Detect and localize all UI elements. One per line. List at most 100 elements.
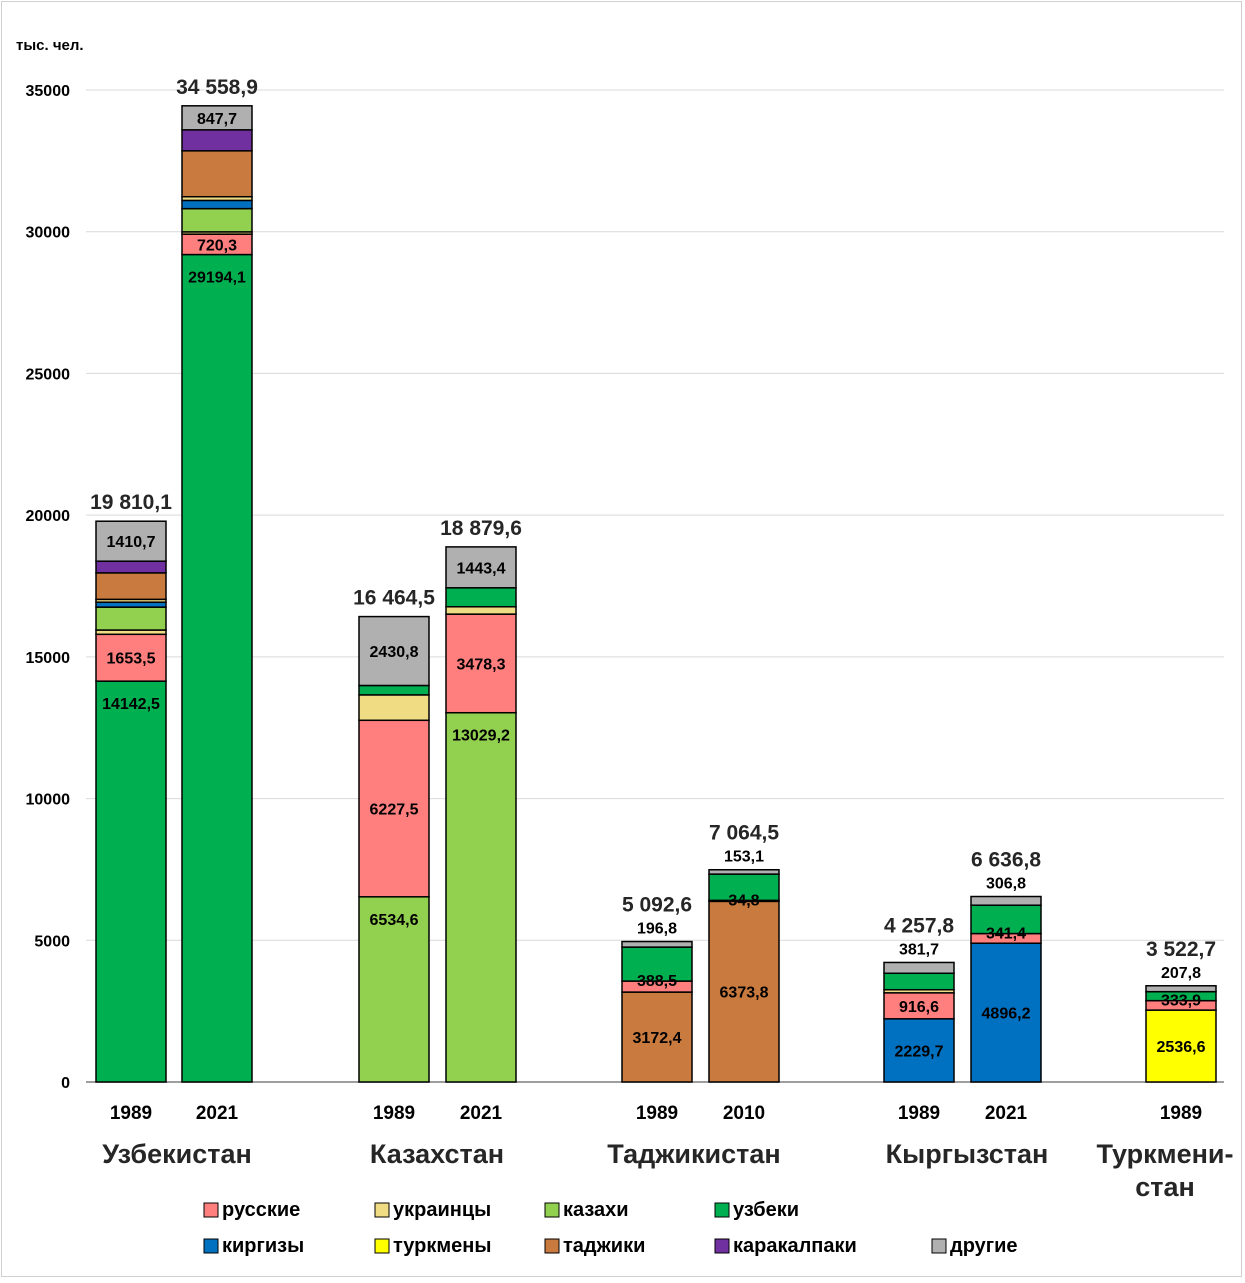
bar-segment-others — [708, 868, 780, 875]
bar-segment-tajiks — [181, 150, 253, 198]
bar-segment-kyrgyz — [970, 942, 1042, 1083]
y-tick-label: 30000 — [26, 225, 71, 242]
x-year-label: 1989 — [898, 1103, 940, 1124]
y-tick-label: 20000 — [26, 508, 71, 525]
bar-total-label: 5 092,6 — [622, 894, 692, 917]
bar-segment-tajiks — [621, 991, 693, 1083]
data-label-tajiks: 3172,4 — [633, 1030, 682, 1047]
bar-segment-kyrgyz — [883, 1018, 955, 1083]
bar-segment-ukrainians — [358, 694, 430, 722]
bar-segment-others — [1145, 985, 1217, 993]
bar-total-label: 7 064,5 — [709, 822, 779, 845]
bar-segment-others — [883, 961, 955, 975]
legend-label-karakalpaks: каракалпаки — [733, 1235, 857, 1257]
bar-segment-karakalpaks — [181, 129, 253, 152]
x-year-label: 1989 — [636, 1103, 678, 1124]
bar-segment-kazakhs — [358, 896, 430, 1083]
bar-segment-kazakhs — [181, 207, 253, 233]
legend-label-kazakhs: казахи — [563, 1199, 629, 1221]
bar-total-label: 3 522,7 — [1146, 938, 1216, 961]
data-label-russians: 333,9 — [1161, 993, 1201, 1010]
data-label-others: 153,1 — [724, 849, 764, 866]
x-year-label: 1989 — [110, 1103, 152, 1124]
data-label-others: 847,7 — [197, 111, 237, 128]
data-label-turkmens: 2536,6 — [1157, 1039, 1206, 1056]
y-tick-label: 25000 — [26, 366, 71, 383]
legend-swatch-karakalpaks — [714, 1238, 730, 1254]
data-label-kazakhs: 6534,6 — [370, 912, 419, 929]
legend-swatch-others — [931, 1238, 947, 1254]
legend-swatch-ukrainians — [374, 1202, 390, 1218]
bar-segment-kyrgyz — [181, 199, 253, 210]
data-label-others: 196,8 — [637, 921, 677, 938]
bar-segment-others — [358, 615, 430, 687]
data-label-others: 207,8 — [1161, 965, 1201, 982]
country-label: Узбекистан — [102, 1139, 252, 1169]
legend: русские украинцы казахи узбеки киргизы туркме… — [203, 1199, 1018, 1257]
data-label-kyrgyz: 4896,2 — [982, 1006, 1031, 1023]
x-year-label: 2021 — [196, 1103, 239, 1124]
data-label-kazakhs: 13029,2 — [452, 728, 510, 745]
data-label-russians: 3478,3 — [457, 656, 506, 673]
bar-segment-karakalpaks — [95, 560, 167, 574]
data-label-uzbeks: 29194,1 — [188, 270, 246, 287]
legend-label-russians: русские — [222, 1199, 300, 1221]
legend-swatch-kazakhs — [544, 1202, 560, 1218]
bar-segment-ukrainians — [445, 606, 517, 615]
y-axis: 0 5000 10000 15000 20000 25000 30000 35000 — [26, 83, 71, 1092]
legend-label-turkmens: туркмены — [393, 1235, 491, 1257]
legend-label-uzbeks: узбеки — [733, 1199, 799, 1221]
data-label-russians: 388,5 — [637, 973, 677, 990]
legend-label-others: другие — [950, 1235, 1018, 1257]
y-tick-label: 35000 — [26, 83, 71, 100]
data-label-others: 381,7 — [899, 941, 939, 958]
x-axis: 1989 2021 Узбекистан 1989 2021 Казахстан 1989 2… — [102, 1103, 1233, 1202]
x-year-label: 2021 — [460, 1103, 503, 1124]
legend-swatch-turkmens — [374, 1238, 390, 1254]
legend-label-tajiks: таджики — [563, 1235, 645, 1257]
country-label: Кыргызстан — [886, 1139, 1049, 1169]
bar-segment-tajiks — [95, 572, 167, 601]
bar-segment-uzbeks — [358, 684, 430, 696]
country-label: Таджикистан — [607, 1139, 780, 1169]
bar-segment-russians — [358, 719, 430, 898]
data-label-uzbeks: 14142,5 — [102, 696, 160, 713]
bar-total-label: 19 810,1 — [90, 491, 172, 514]
legend-label-ukrainians: украинцы — [393, 1199, 491, 1221]
legend-swatch-kyrgyz — [203, 1238, 219, 1254]
data-label-russians: 720,3 — [197, 237, 237, 254]
bar-segment-uzbeks — [708, 873, 780, 902]
x-year-label: 2010 — [723, 1103, 765, 1124]
data-label-tajiks: 6373,8 — [720, 985, 769, 1002]
data-label-others: 1410,7 — [107, 534, 156, 551]
data-label-others: 2430,8 — [370, 644, 419, 661]
bar-segment-kazakhs — [445, 711, 517, 1083]
bar-segment-uzbeks — [445, 587, 517, 608]
bar-segment-uzbeks — [883, 972, 955, 991]
bar-segment-russians — [883, 992, 955, 1020]
data-label-russians: 6227,5 — [370, 802, 419, 819]
bar-segment-others — [95, 520, 167, 562]
bar-segment-others — [621, 940, 693, 948]
bar-segment-russians — [95, 633, 167, 682]
gridlines — [86, 89, 1224, 1083]
data-label-russians: 1653,5 — [107, 651, 156, 668]
data-label-others: 306,8 — [986, 876, 1026, 893]
x-year-label: 1989 — [373, 1103, 415, 1124]
bar-total-label: 18 879,6 — [440, 517, 522, 540]
bar-segment-uzbeks — [621, 946, 693, 982]
y-tick-label: 10000 — [26, 792, 71, 809]
y-tick-label: 0 — [61, 1075, 70, 1092]
bar-total-label: 6 636,8 — [971, 849, 1041, 872]
data-label-kyrgyz: 2229,7 — [895, 1043, 944, 1060]
country-label: стан — [1135, 1172, 1195, 1202]
legend-label-kyrgyz: киргизы — [222, 1235, 304, 1257]
country-label: Туркмени- — [1096, 1139, 1233, 1169]
y-tick-label: 15000 — [26, 650, 71, 667]
bar-segment-russians — [445, 613, 517, 714]
y-unit-label: тыс. чел. — [16, 37, 84, 54]
bar-segment-others — [181, 105, 253, 131]
bar-segment-others — [445, 546, 517, 589]
